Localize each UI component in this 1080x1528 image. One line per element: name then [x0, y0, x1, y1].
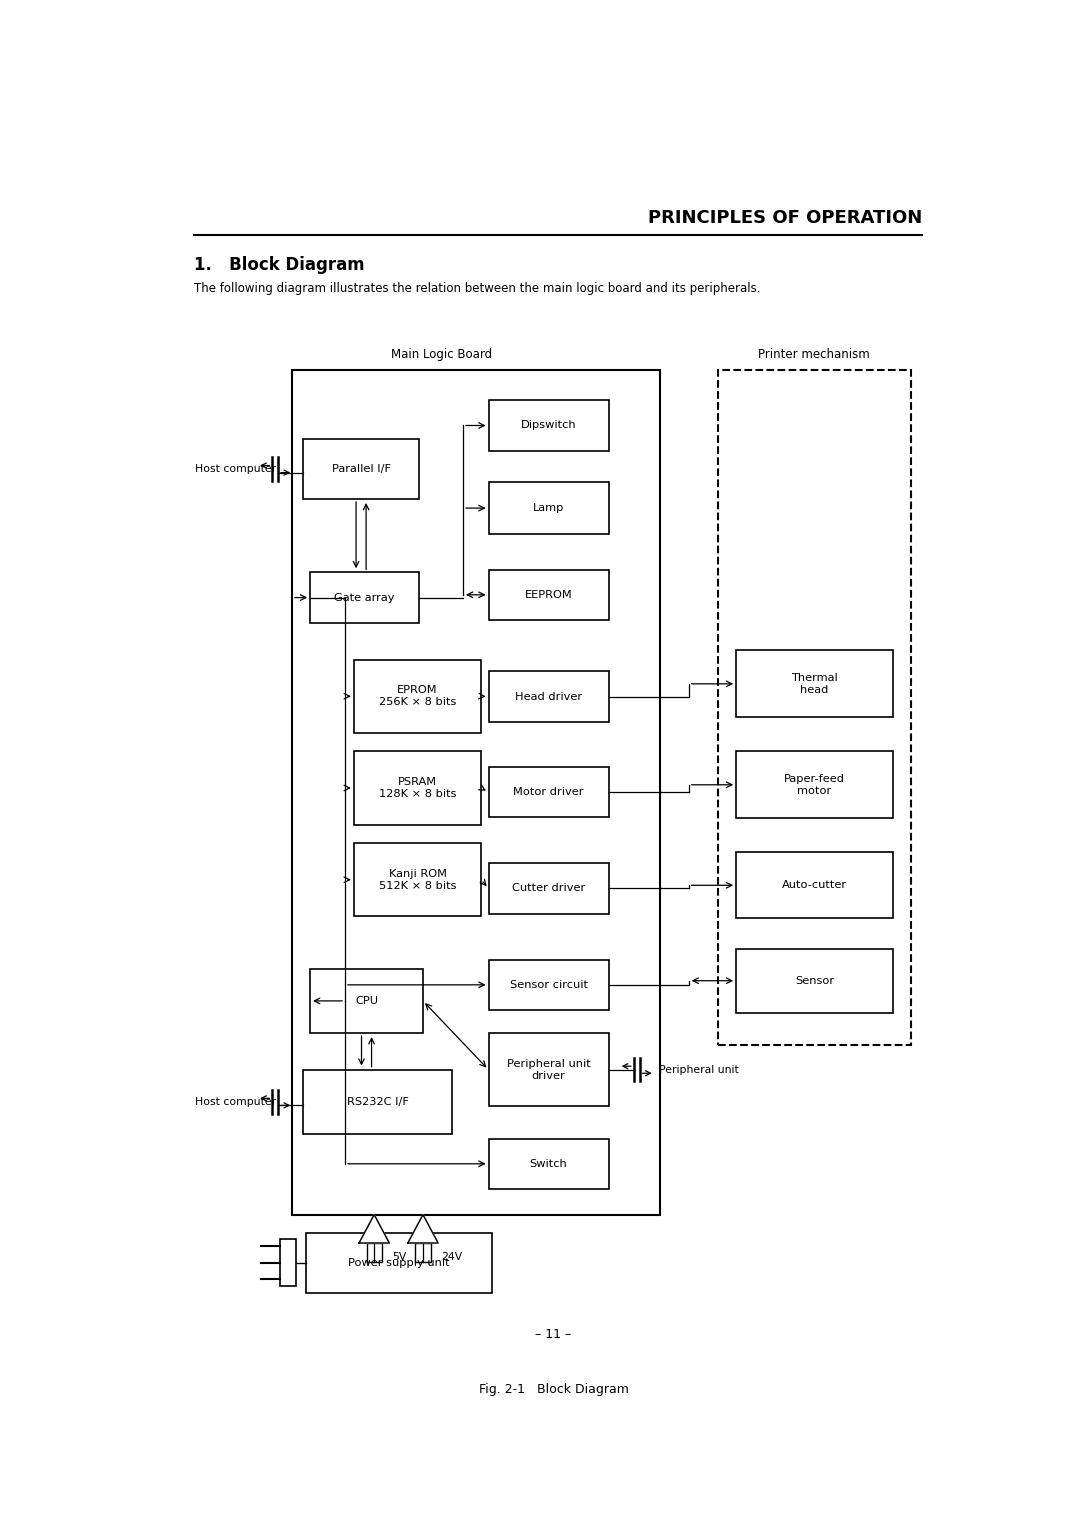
- Bar: [737, 651, 893, 717]
- Text: Cutter driver: Cutter driver: [512, 883, 585, 894]
- Text: Switch: Switch: [529, 1158, 567, 1169]
- Text: Sensor: Sensor: [795, 976, 834, 986]
- Text: 5V: 5V: [393, 1251, 407, 1262]
- Text: Dipswitch: Dipswitch: [521, 420, 577, 431]
- Text: Kanji ROM
512K × 8 bits: Kanji ROM 512K × 8 bits: [379, 869, 456, 891]
- Text: – 11 –: – 11 –: [536, 1328, 571, 1340]
- Text: 24V: 24V: [442, 1251, 462, 1262]
- Text: Power supply unit: Power supply unit: [349, 1258, 450, 1268]
- Text: Gate array: Gate array: [335, 593, 395, 602]
- Text: EPROM
256K × 8 bits: EPROM 256K × 8 bits: [379, 686, 456, 707]
- Text: Motor driver: Motor driver: [513, 787, 584, 798]
- Text: Peripheral unit
driver: Peripheral unit driver: [507, 1059, 591, 1080]
- Bar: [488, 960, 609, 1010]
- Bar: [366, 1242, 381, 1262]
- Text: PSRAM
128K × 8 bits: PSRAM 128K × 8 bits: [379, 778, 456, 799]
- Text: Lamp: Lamp: [532, 503, 564, 513]
- Bar: [310, 969, 423, 1033]
- Bar: [488, 671, 609, 721]
- Bar: [280, 1239, 296, 1287]
- Bar: [488, 767, 609, 817]
- Text: Printer mechanism: Printer mechanism: [758, 348, 870, 361]
- Text: Head driver: Head driver: [515, 692, 582, 701]
- Bar: [488, 400, 609, 451]
- Text: EEPROM: EEPROM: [525, 590, 572, 601]
- Bar: [292, 370, 660, 1215]
- Bar: [488, 483, 609, 533]
- Text: Host computer: Host computer: [195, 465, 276, 474]
- Bar: [302, 439, 419, 500]
- Bar: [416, 1242, 431, 1262]
- Text: Paper-feed
motor: Paper-feed motor: [784, 775, 845, 796]
- Text: Host computer: Host computer: [195, 1097, 276, 1106]
- Text: PRINCIPLES OF OPERATION: PRINCIPLES OF OPERATION: [648, 209, 922, 226]
- Text: Sensor circuit: Sensor circuit: [510, 979, 588, 990]
- Text: 1.   Block Diagram: 1. Block Diagram: [193, 257, 364, 275]
- Bar: [737, 853, 893, 918]
- Bar: [302, 1070, 453, 1134]
- Bar: [354, 843, 482, 917]
- Bar: [488, 570, 609, 620]
- Bar: [354, 752, 482, 825]
- Text: Auto-cutter: Auto-cutter: [782, 880, 847, 891]
- Text: Peripheral unit: Peripheral unit: [659, 1065, 739, 1074]
- Bar: [488, 1033, 609, 1106]
- Text: Parallel I/F: Parallel I/F: [332, 465, 391, 474]
- Bar: [488, 863, 609, 914]
- Bar: [718, 370, 910, 1045]
- Bar: [737, 949, 893, 1013]
- Bar: [310, 573, 419, 623]
- Text: Fig. 2-1   Block Diagram: Fig. 2-1 Block Diagram: [478, 1383, 629, 1395]
- Bar: [737, 752, 893, 819]
- Bar: [488, 1138, 609, 1189]
- Polygon shape: [360, 1215, 389, 1242]
- Text: Main Logic Board: Main Logic Board: [391, 348, 491, 361]
- Text: RS232C I/F: RS232C I/F: [347, 1097, 408, 1106]
- Text: Thermal
head: Thermal head: [791, 672, 838, 695]
- Bar: [354, 660, 482, 733]
- Bar: [307, 1233, 492, 1293]
- Text: The following diagram illustrates the relation between the main logic board and : The following diagram illustrates the re…: [193, 283, 760, 295]
- Polygon shape: [408, 1215, 438, 1242]
- Text: CPU: CPU: [355, 996, 378, 1005]
